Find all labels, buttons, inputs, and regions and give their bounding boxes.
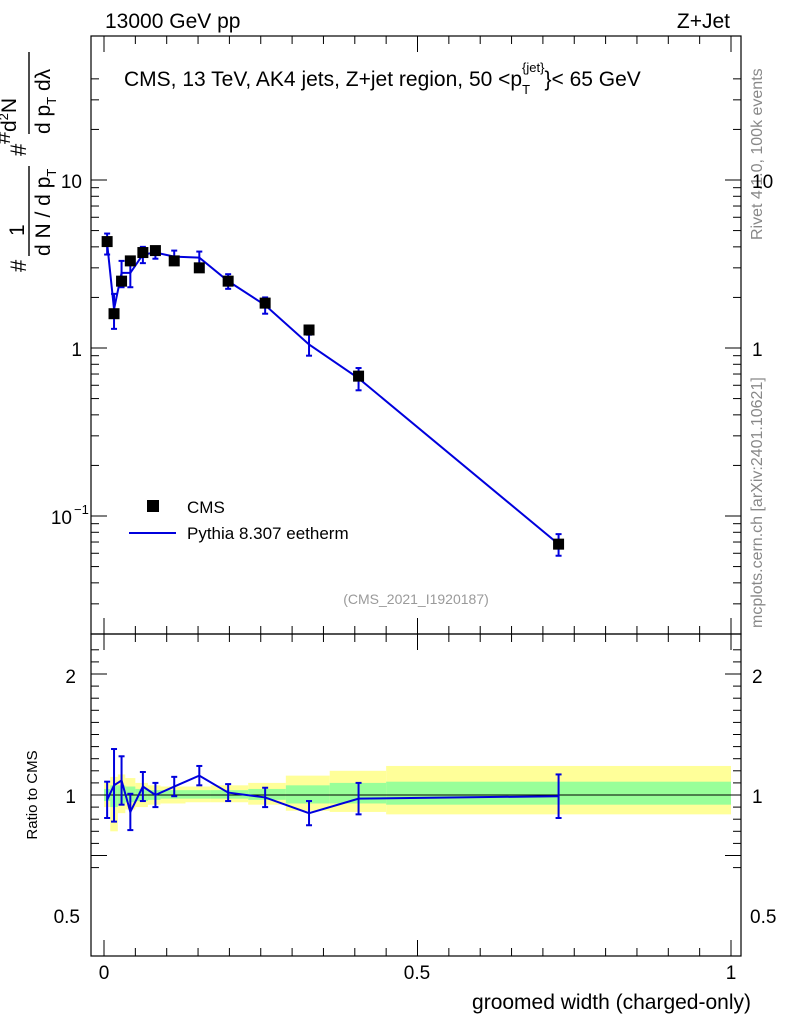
ratio-ytick-label-1: 1 [65,787,76,808]
main-title-sub: T [522,82,530,97]
energy-label: 13000 GeV pp [105,10,240,33]
ratio-ylabel: Ratio to CMS [24,750,41,839]
cms-data-point [222,275,234,287]
ratio-ytick-label-2: 2 [65,667,76,688]
cms-data-point [108,308,120,320]
xtick-label-0-5: 0.5 [404,963,430,984]
main-axis-ticks [91,36,741,634]
rivet-version-label: Rivet 4.1.0, 100k events [749,68,766,240]
cms-data-point [168,255,180,267]
cms-data-point [193,262,205,274]
cms-data-point [553,538,565,550]
ratio-series-layer [104,748,562,832]
legend-cms-label: CMS [187,498,225,517]
cms-data-point [137,247,149,259]
ratio-ytick-label-1-right: 1 [752,787,763,808]
ratio-frame [90,633,742,957]
cms-data-point [353,370,365,382]
legend-pythia-label: Pythia 8.307 eetherm [187,524,349,543]
main-title-prefix: CMS, 13 TeV, AK4 jets, Z+jet region, 50 … [124,68,522,91]
main-ytick-label-10: 10 [61,172,82,193]
ylabel-frac-den: d N / d pT [32,169,59,256]
main-ylabel: # 1 d N / d pT # d2N # d pT dλ [0,52,59,272]
ratio-axis-ticks [91,634,741,956]
main-ytick-label-10-right: 10 [752,172,773,193]
legend: CMS Pythia 8.307 eetherm [129,498,349,543]
mcplots-label: mcplots.cern.ch [arXiv:2401.10621] [749,377,766,628]
ylabel-hash-3: # [0,131,15,144]
main-ytick-label-exp: −1 [74,502,89,517]
main-title-suffix: }< 65 GeV [544,68,640,91]
main-frame [90,35,742,635]
cms-data-point [303,324,315,336]
xtick-label-0: 0 [99,963,110,984]
xtick-label-1: 1 [726,963,737,984]
ylabel-hash-2: # [6,143,31,156]
ylabel-big-num: d2N [0,98,21,132]
ratio-band-green [248,788,286,800]
ylabel-hash-1: # [6,259,31,272]
cms-data-point [124,255,136,267]
main-ytick-label-1: 1 [71,340,82,361]
pythia-line [106,243,560,545]
main-title: CMS, 13 TeV, AK4 jets, Z+jet region, 50 … [124,60,641,97]
ratio-ytick-label-0-5-right: 0.5 [750,907,776,928]
ratio-band-green [160,790,186,799]
ratio-panel: 2 1 0.5 2 1 0.5 Ratio to CMS 0 0.5 1 gro… [24,633,776,1014]
ratio-band-green [185,790,211,799]
ylabel-frac-num: 1 [6,224,29,236]
xlabel: groomed width (charged-only) [472,991,751,1014]
main-ytick-label-0-1: 10 [51,508,72,529]
ratio-ytick-label-0-5: 0.5 [54,907,80,928]
main-series-layer [101,232,565,557]
cms-data-point [259,297,271,309]
process-label: Z+Jet [677,10,730,33]
main-title-sup: {jet} [522,60,545,75]
main-ytick-label-1-right: 1 [752,340,763,361]
ratio-band-green [285,785,330,804]
cms-data-point [116,275,128,287]
ylabel-big-den: d pT dλ [32,68,59,134]
legend-cms-marker [147,500,159,512]
main-panel: CMS, 13 TeV, AK4 jets, Z+jet region, 50 … [0,35,773,635]
cms-data-point [101,236,113,248]
analysis-id-label: (CMS_2021_I1920187) [343,591,489,607]
ratio-ytick-label-2-right: 2 [752,667,763,688]
ratio-band-green [210,790,249,799]
cms-data-point [149,245,161,257]
